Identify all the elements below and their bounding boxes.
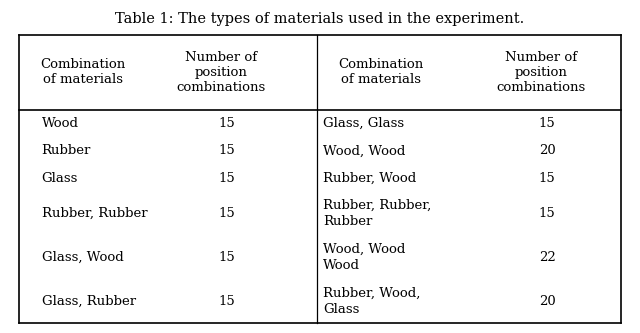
Text: Glass: Glass	[42, 172, 78, 185]
Text: Glass, Glass: Glass, Glass	[323, 117, 404, 130]
Text: 15: 15	[219, 251, 236, 264]
Text: Table 1: The types of materials used in the experiment.: Table 1: The types of materials used in …	[115, 12, 525, 26]
Text: 20: 20	[539, 145, 556, 158]
Text: Rubber, Rubber,
Rubber: Rubber, Rubber, Rubber	[323, 199, 431, 228]
Text: 20: 20	[539, 295, 556, 308]
Text: Wood, Wood: Wood, Wood	[323, 145, 406, 158]
Text: Combination
of materials: Combination of materials	[40, 58, 126, 87]
Text: 15: 15	[539, 117, 556, 130]
Text: 15: 15	[219, 145, 236, 158]
Text: 15: 15	[539, 207, 556, 220]
Text: Rubber, Wood,
Glass: Rubber, Wood, Glass	[323, 287, 420, 316]
Text: Rubber, Rubber: Rubber, Rubber	[42, 207, 147, 220]
Text: Number of
position
combinations: Number of position combinations	[176, 51, 266, 94]
Text: Number of
position
combinations: Number of position combinations	[496, 51, 586, 94]
Text: 15: 15	[219, 117, 236, 130]
Text: Rubber, Wood: Rubber, Wood	[323, 172, 417, 185]
Text: Wood: Wood	[42, 117, 79, 130]
Text: 15: 15	[219, 207, 236, 220]
Text: Wood, Wood
Wood: Wood, Wood Wood	[323, 243, 406, 272]
Text: Glass, Rubber: Glass, Rubber	[42, 295, 136, 308]
Text: Combination
of materials: Combination of materials	[338, 58, 424, 87]
Text: 15: 15	[219, 172, 236, 185]
Text: Rubber: Rubber	[42, 145, 91, 158]
Text: 15: 15	[539, 172, 556, 185]
Text: 22: 22	[539, 251, 556, 264]
Text: Glass, Wood: Glass, Wood	[42, 251, 124, 264]
Text: 15: 15	[219, 295, 236, 308]
